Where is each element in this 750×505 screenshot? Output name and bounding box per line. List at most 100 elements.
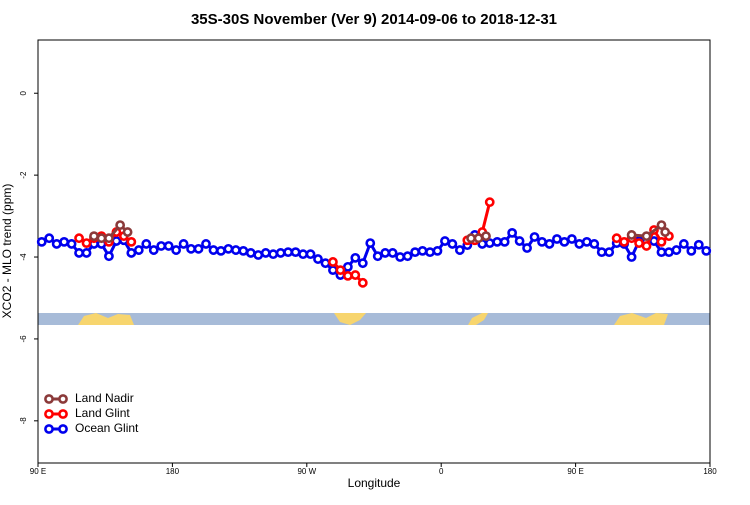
- point: [133, 245, 144, 255]
- point: [566, 234, 577, 244]
- y-tick-label: -2: [19, 171, 28, 179]
- point: [268, 249, 279, 260]
- point: [350, 270, 361, 280]
- point: [275, 248, 286, 258]
- point: [283, 247, 294, 258]
- point: [59, 236, 70, 247]
- x-tick-label: 90 E: [30, 467, 46, 476]
- point: [365, 238, 376, 249]
- point: [115, 220, 126, 230]
- point: [372, 251, 383, 262]
- point: [335, 265, 346, 276]
- point: [328, 257, 338, 267]
- x-tick-label: 180: [166, 467, 180, 476]
- point: [178, 239, 189, 249]
- point: [544, 239, 555, 249]
- point: [104, 233, 114, 244]
- point: [619, 236, 630, 247]
- point: [656, 247, 667, 258]
- legend-marker: [44, 394, 54, 404]
- point: [660, 227, 671, 237]
- point: [473, 233, 484, 244]
- point: [81, 238, 92, 249]
- point: [163, 241, 174, 251]
- y-tick-label: 0: [19, 90, 28, 95]
- point: [656, 220, 667, 230]
- point: [454, 245, 465, 255]
- point: [342, 261, 353, 272]
- point: [193, 243, 204, 254]
- point: [238, 245, 249, 256]
- point: [425, 247, 435, 258]
- point: [693, 239, 704, 250]
- series: [36, 227, 712, 280]
- point: [596, 247, 607, 258]
- point: [678, 239, 689, 249]
- point: [402, 251, 413, 262]
- legend-marker: [44, 424, 54, 434]
- point: [305, 249, 316, 260]
- point: [641, 241, 652, 251]
- point: [380, 248, 391, 258]
- point: [298, 249, 308, 260]
- point: [395, 252, 406, 262]
- point: [410, 247, 420, 258]
- point: [156, 241, 167, 251]
- series: [89, 220, 671, 244]
- point: [260, 248, 271, 258]
- point: [507, 227, 518, 238]
- point: [66, 239, 77, 249]
- legend-label: Land Glint: [75, 406, 130, 420]
- point: [387, 248, 398, 258]
- point: [44, 233, 55, 244]
- point: [313, 254, 323, 264]
- point: [51, 239, 62, 249]
- point: [89, 231, 99, 242]
- point: [36, 236, 47, 247]
- legend-marker: [58, 409, 68, 419]
- point: [466, 233, 476, 244]
- point: [81, 248, 92, 258]
- y-axis-label: XCO2 - MLO trend (ppm): [0, 184, 14, 319]
- point: [126, 248, 137, 258]
- point: [350, 252, 361, 263]
- point: [171, 245, 182, 255]
- point: [581, 236, 592, 247]
- point: [216, 245, 226, 256]
- point: [626, 230, 637, 240]
- point: [529, 232, 540, 242]
- legend-label: Ocean Glint: [75, 421, 139, 435]
- x-tick-label: 90 W: [297, 467, 316, 476]
- point: [701, 245, 712, 256]
- point: [664, 247, 674, 258]
- point: [290, 247, 301, 258]
- point: [447, 239, 458, 249]
- point: [641, 231, 652, 242]
- legend-marker: [58, 394, 68, 404]
- legend-marker: [44, 409, 54, 419]
- point: [499, 236, 510, 247]
- point: [320, 258, 331, 269]
- x-axis-label: Longitude: [348, 476, 401, 490]
- point: [484, 197, 495, 208]
- point: [96, 233, 107, 244]
- point: [328, 265, 338, 276]
- point: [671, 245, 682, 255]
- point: [253, 250, 264, 260]
- point: [634, 238, 644, 249]
- legend-marker: [58, 424, 68, 434]
- point: [230, 245, 241, 255]
- point: [574, 239, 585, 249]
- point: [186, 243, 196, 254]
- x-tick-label: 90 E: [567, 467, 583, 476]
- point: [141, 239, 152, 249]
- point: [481, 231, 491, 242]
- point: [440, 236, 450, 246]
- point: [522, 243, 532, 253]
- point: [201, 239, 211, 249]
- point: [686, 245, 697, 256]
- point: [589, 239, 600, 249]
- point: [492, 236, 503, 247]
- point: [604, 247, 615, 258]
- chart-title: 35S-30S November (Ver 9) 2014-09-06 to 2…: [191, 11, 557, 28]
